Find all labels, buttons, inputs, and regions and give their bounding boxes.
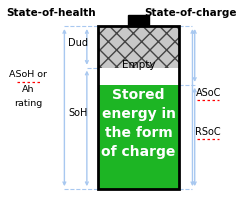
Text: ASoH or: ASoH or xyxy=(10,70,48,79)
Text: Stored
energy in
the form
of charge: Stored energy in the form of charge xyxy=(101,88,176,159)
Text: ASoC: ASoC xyxy=(196,88,221,98)
Bar xyxy=(128,16,149,27)
Bar xyxy=(98,27,179,189)
Text: SoH: SoH xyxy=(68,107,87,117)
Text: Ah: Ah xyxy=(22,84,35,93)
Text: Empty: Empty xyxy=(122,60,155,70)
Text: Dud: Dud xyxy=(68,38,88,48)
Bar xyxy=(98,68,179,85)
Text: State-of-charge: State-of-charge xyxy=(144,8,236,18)
Bar xyxy=(98,85,179,189)
Text: RSoC: RSoC xyxy=(195,126,221,136)
Bar xyxy=(98,27,179,68)
Text: rating: rating xyxy=(14,99,43,108)
Text: State-of-health: State-of-health xyxy=(6,8,96,18)
